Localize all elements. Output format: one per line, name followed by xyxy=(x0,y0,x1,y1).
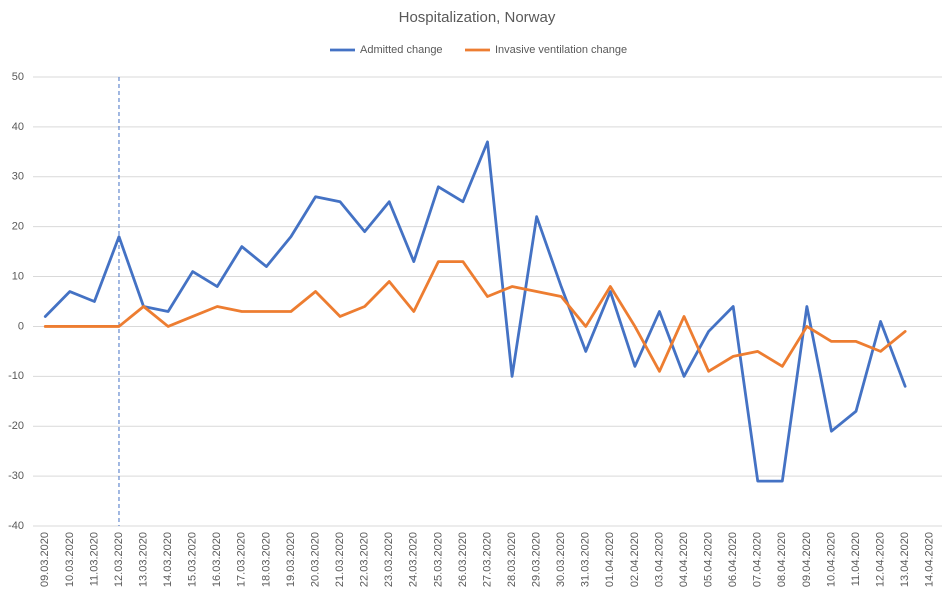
y-tick-label: 0 xyxy=(18,320,24,332)
x-tick-label: 14.04.2020 xyxy=(924,532,936,587)
y-tick-label: 30 xyxy=(12,171,24,183)
x-tick-label: 12.04.2020 xyxy=(874,532,886,587)
x-tick-label: 16.03.2020 xyxy=(211,532,223,587)
legend-label: Invasive ventilation change xyxy=(495,44,627,56)
x-tick-label: 18.03.2020 xyxy=(260,532,272,587)
x-tick-label: 29.03.2020 xyxy=(531,532,543,587)
x-tick-label: 30.03.2020 xyxy=(555,532,567,587)
x-tick-label: 13.03.2020 xyxy=(137,532,149,587)
x-tick-label: 14.03.2020 xyxy=(162,532,174,587)
x-tick-label: 24.03.2020 xyxy=(408,532,420,587)
x-tick-label: 09.03.2020 xyxy=(39,532,51,587)
x-tick-label: 19.03.2020 xyxy=(285,532,297,587)
x-tick-label: 21.03.2020 xyxy=(334,532,346,587)
y-tick-label: 50 xyxy=(12,71,24,83)
x-tick-label: 17.03.2020 xyxy=(236,532,248,587)
y-tick-label: 40 xyxy=(12,121,24,133)
x-tick-label: 06.04.2020 xyxy=(727,532,739,587)
x-tick-label: 10.03.2020 xyxy=(64,532,76,587)
x-tick-label: 07.04.2020 xyxy=(752,532,764,587)
y-tick-label: -10 xyxy=(8,370,24,382)
y-tick-label: -20 xyxy=(8,420,24,432)
y-tick-label: 10 xyxy=(12,270,24,282)
x-tick-label: 13.04.2020 xyxy=(899,532,911,587)
x-tick-label: 22.03.2020 xyxy=(359,532,371,587)
x-tick-label: 11.03.2020 xyxy=(88,532,100,586)
chart-title: Hospitalization, Norway xyxy=(399,9,556,26)
series-line xyxy=(43,260,907,373)
x-tick-label: 26.03.2020 xyxy=(457,532,469,587)
legend-label: Admitted change xyxy=(360,44,443,56)
x-tick-label: 10.04.2020 xyxy=(825,532,837,587)
x-tick-label: 28.03.2020 xyxy=(506,532,518,587)
x-tick-label: 02.04.2020 xyxy=(629,532,641,587)
series-line xyxy=(43,140,907,483)
x-tick-label: 08.04.2020 xyxy=(776,532,788,587)
x-tick-label: 01.04.2020 xyxy=(604,532,616,587)
x-tick-label: 09.04.2020 xyxy=(801,532,813,587)
x-tick-label: 15.03.2020 xyxy=(187,532,199,587)
x-tick-label: 12.03.2020 xyxy=(113,532,125,587)
x-tick-label: 23.03.2020 xyxy=(383,532,395,587)
y-tick-label: -30 xyxy=(8,470,24,482)
x-tick-label: 31.03.2020 xyxy=(580,532,592,587)
x-tick-label: 04.04.2020 xyxy=(678,532,690,587)
x-tick-label: 05.04.2020 xyxy=(703,532,715,587)
x-tick-label: 27.03.2020 xyxy=(481,532,493,587)
x-tick-label: 20.03.2020 xyxy=(309,532,321,587)
x-tick-label: 11.04.2020 xyxy=(850,532,862,586)
y-tick-label: -40 xyxy=(8,520,24,532)
x-tick-label: 03.04.2020 xyxy=(653,532,665,587)
x-tick-label: 25.03.2020 xyxy=(432,532,444,587)
y-tick-label: 20 xyxy=(12,221,24,233)
